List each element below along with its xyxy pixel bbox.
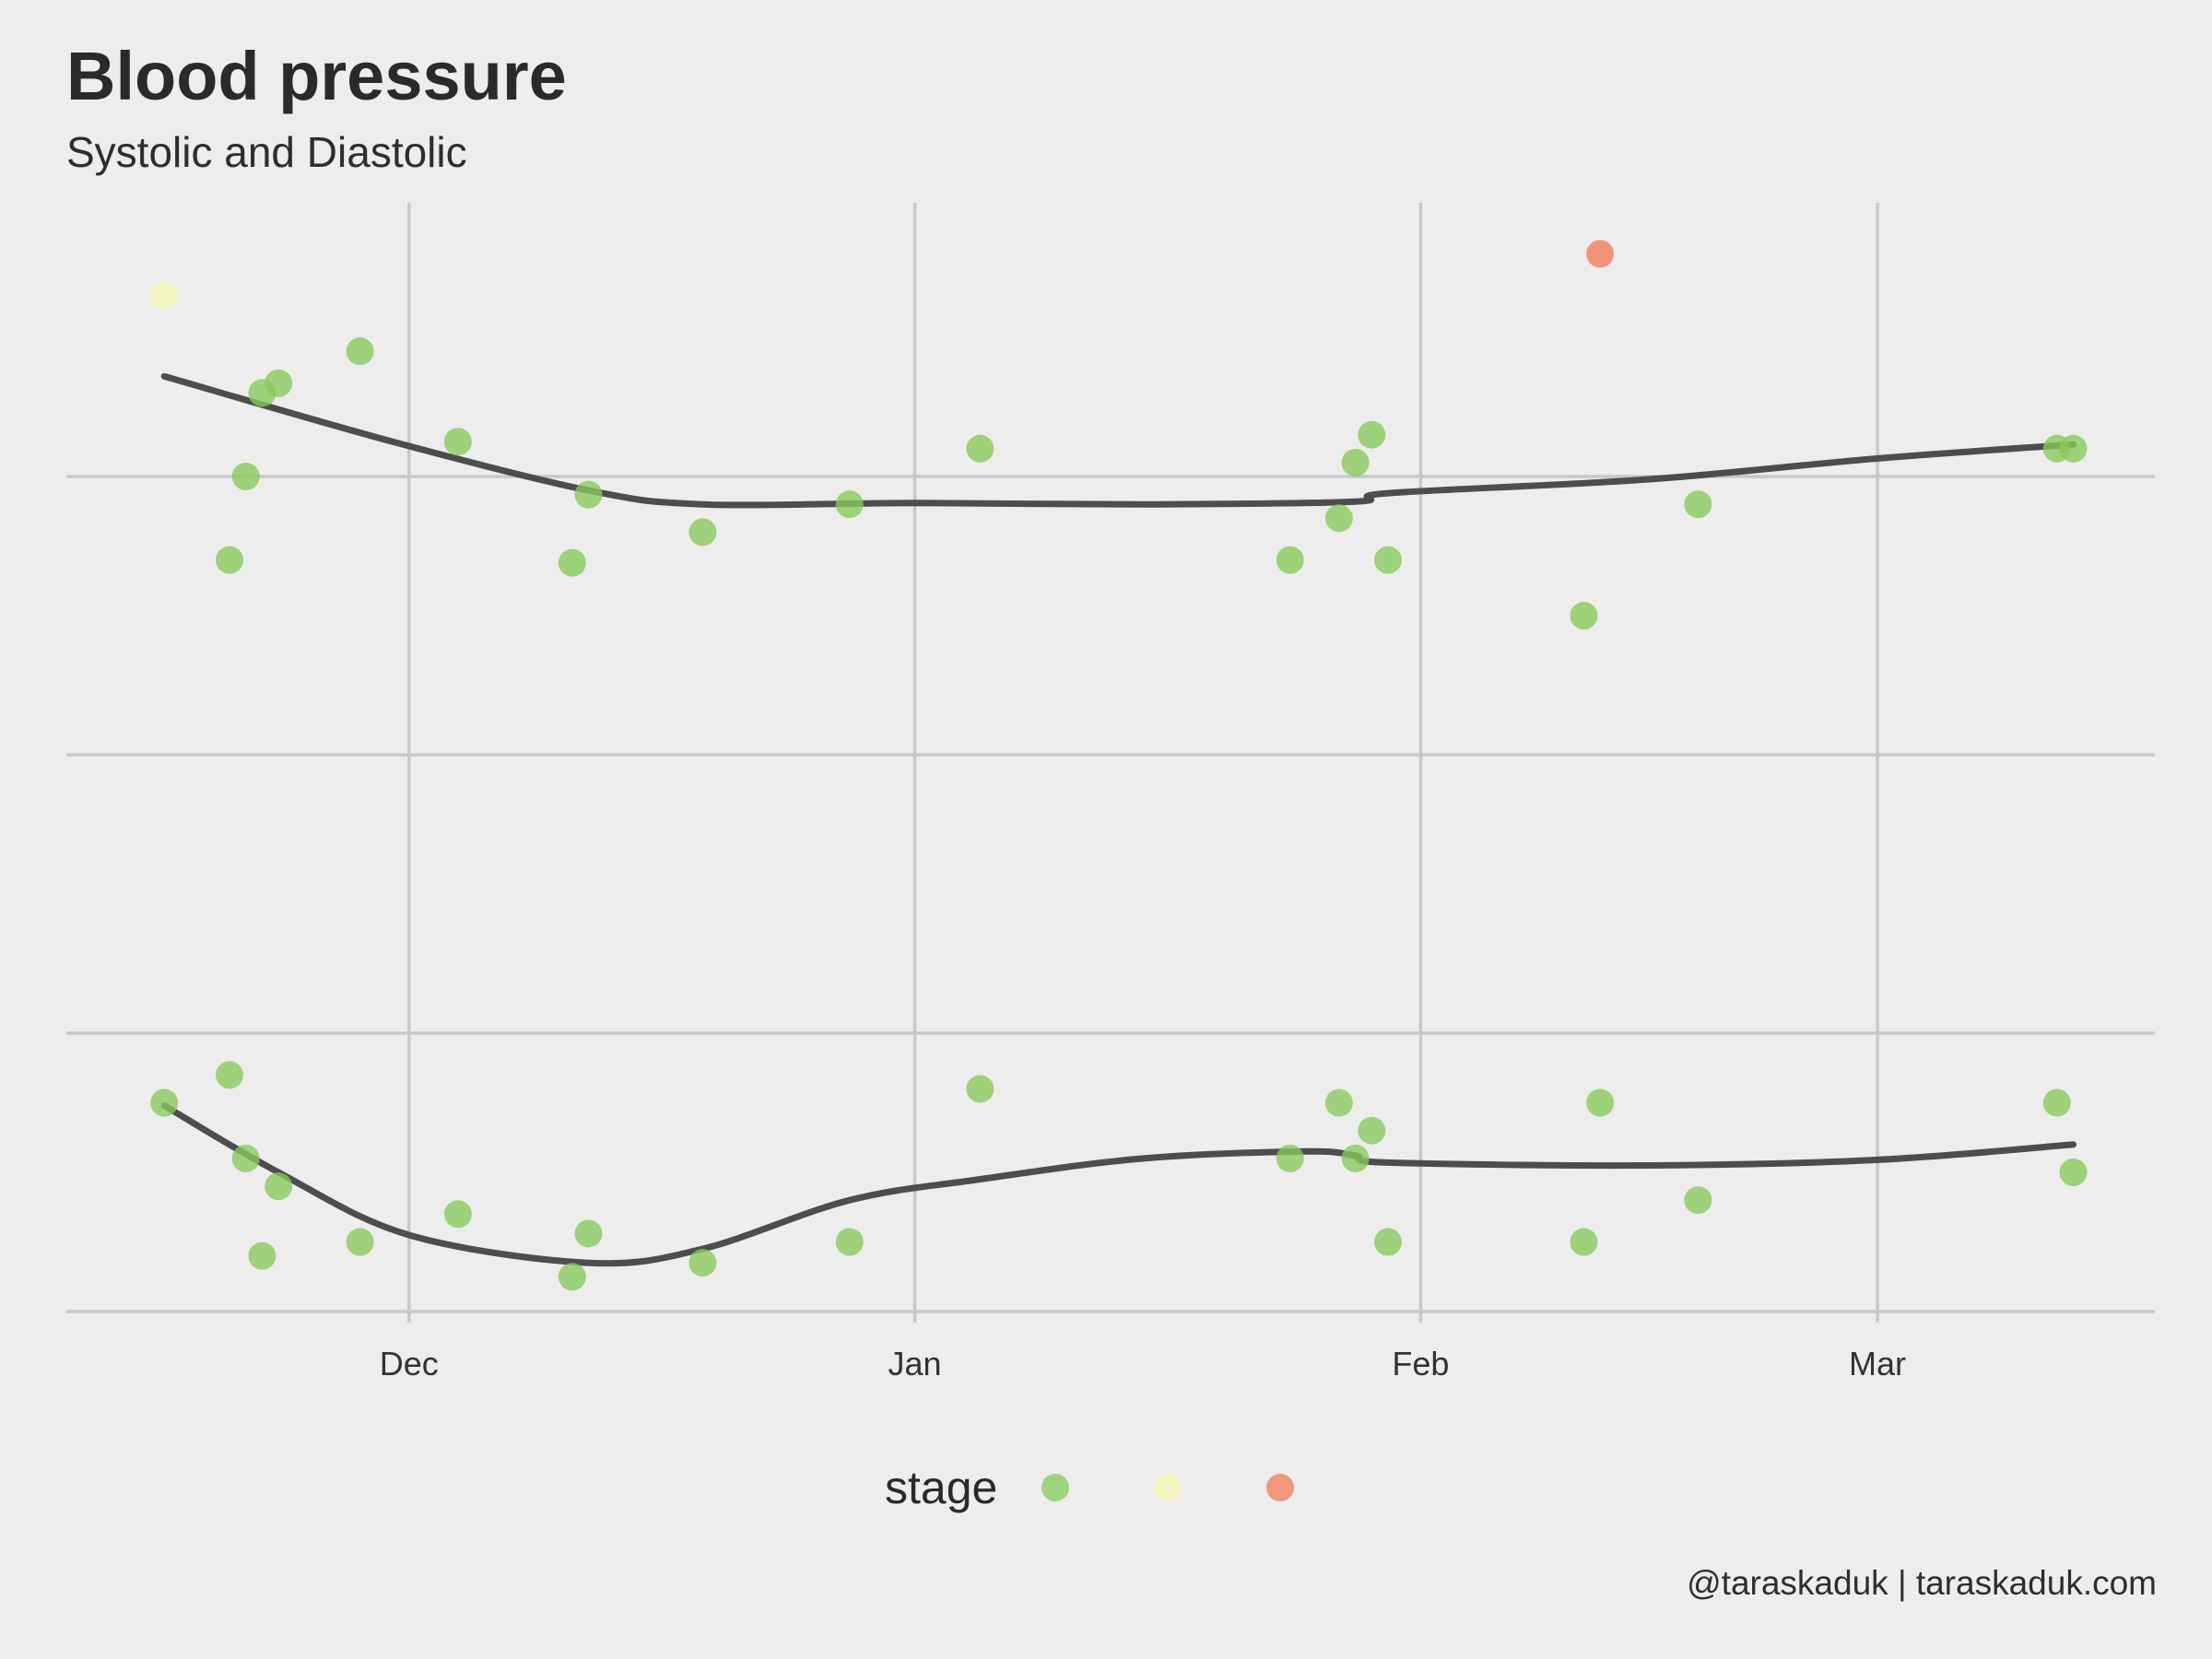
data-point — [1570, 1228, 1598, 1256]
data-point — [1373, 546, 1402, 574]
data-point — [231, 463, 260, 490]
trend-line-diastolic — [160, 1102, 2077, 1267]
data-point — [1276, 546, 1304, 574]
legend: stage — [885, 1461, 1379, 1514]
data-point — [1684, 490, 1712, 519]
data-point — [443, 428, 472, 456]
data-point — [1276, 1144, 1304, 1172]
data-point — [1358, 420, 1386, 449]
data-point — [688, 1249, 717, 1277]
x-tick-label: Feb — [1392, 1345, 1449, 1382]
data-point — [443, 1200, 472, 1229]
x-tick-label: Jan — [888, 1345, 942, 1382]
data-point — [150, 281, 179, 310]
legend-key-high — [1266, 1474, 1295, 1501]
data-point — [2059, 1159, 2088, 1186]
legend-title: stage — [885, 1462, 998, 1513]
data-point — [1684, 1186, 1712, 1215]
data-point — [1586, 1088, 1615, 1117]
x-axis-ticks: Dec Jan Feb Mar — [380, 1345, 1906, 1382]
data-point — [558, 1263, 586, 1291]
data-point — [216, 546, 244, 574]
data-point — [1324, 1088, 1353, 1117]
caption: @taraskaduk | taraskaduk.com — [1687, 1564, 2157, 1602]
legend-key-normal — [1041, 1474, 1070, 1501]
data-point — [2042, 1088, 2071, 1117]
data-point — [1324, 504, 1353, 533]
data-point — [835, 490, 864, 519]
data-point — [265, 1172, 293, 1201]
x-tick-label: Dec — [380, 1345, 439, 1382]
trend-lines — [160, 372, 2077, 1267]
data-point — [1341, 1144, 1370, 1172]
data-point — [248, 1241, 276, 1270]
data-point — [1586, 240, 1615, 268]
legend-key-elevated — [1154, 1474, 1182, 1501]
chart-title: Blood pressure — [66, 38, 567, 114]
data-point — [1341, 448, 1370, 477]
data-points — [150, 240, 2088, 1291]
data-point — [688, 518, 717, 547]
data-point — [966, 1075, 994, 1103]
trend-line-systolic — [160, 372, 2077, 509]
data-point — [574, 480, 603, 509]
data-point — [231, 1144, 260, 1172]
data-point — [574, 1219, 603, 1248]
data-point — [346, 337, 374, 366]
chart-subtitle: Systolic and Diastolic — [66, 128, 467, 176]
data-point — [2059, 434, 2088, 463]
data-point — [558, 548, 586, 577]
data-point — [265, 369, 293, 397]
x-tick-label: Mar — [1849, 1345, 1906, 1382]
gridlines — [66, 203, 2155, 1323]
data-point — [1373, 1228, 1402, 1256]
data-point — [835, 1228, 864, 1256]
data-point — [1358, 1116, 1386, 1145]
data-point — [1570, 602, 1598, 629]
data-point — [346, 1228, 374, 1256]
data-point — [150, 1088, 179, 1117]
data-point — [216, 1061, 244, 1089]
data-point — [966, 434, 994, 463]
